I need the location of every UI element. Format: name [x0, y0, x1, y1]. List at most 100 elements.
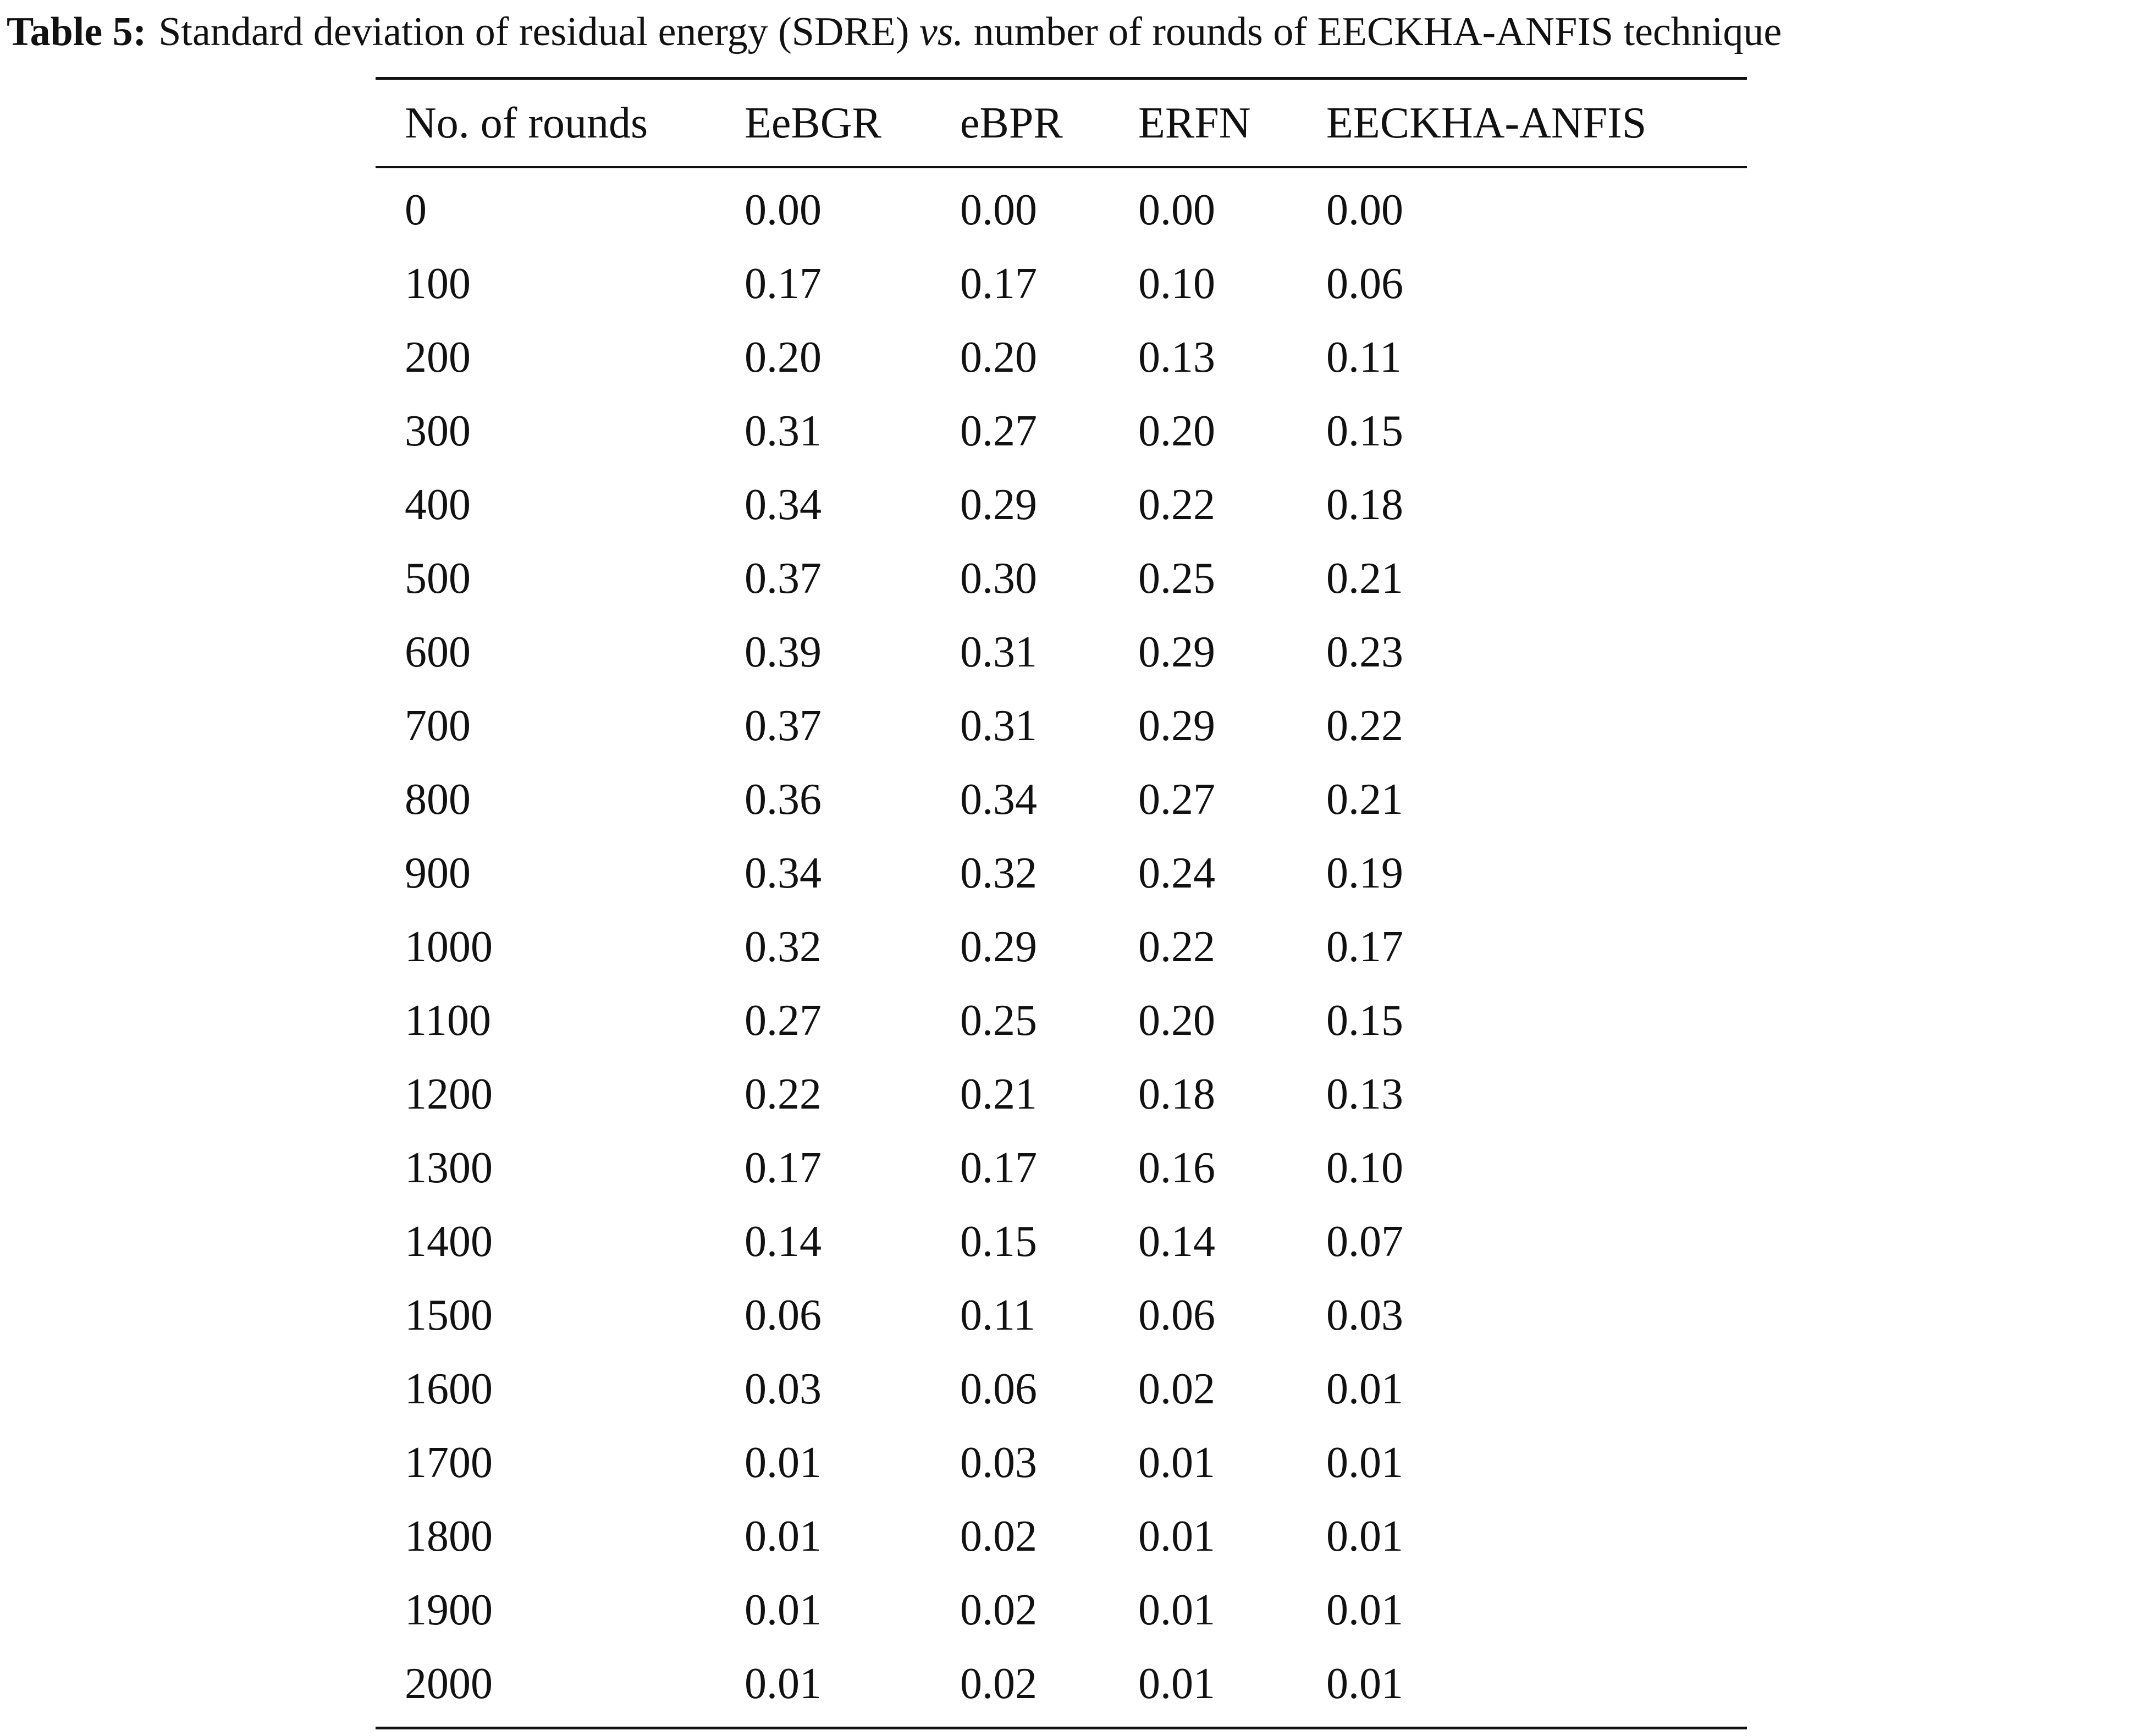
table-cell: 0.17	[745, 1144, 822, 1192]
table-cell: 0.06	[745, 1291, 822, 1340]
table-cell: 0.00	[745, 186, 822, 234]
table-cell: 0.25	[1138, 554, 1215, 603]
caption-italic: vs.	[919, 9, 964, 54]
table-cell: 2000	[405, 1660, 493, 1708]
table-cell: 0.22	[1326, 702, 1403, 750]
bottom-rule	[376, 1727, 1747, 1729]
caption-label: Table 5:	[7, 9, 147, 54]
table-cell: 0.22	[745, 1070, 822, 1118]
table-cell: 0.03	[745, 1365, 822, 1413]
table-cell: 0.17	[960, 260, 1037, 308]
table-cell: 1700	[405, 1439, 493, 1487]
table-cell: 0.30	[960, 554, 1037, 603]
table-cell: 0.34	[745, 481, 822, 529]
table-cell: 0.15	[960, 1217, 1037, 1266]
table-cell: 0.01	[1326, 1586, 1403, 1634]
table-cell: 500	[405, 554, 471, 603]
table-cell: 0.03	[1326, 1291, 1403, 1340]
header-cell: No. of rounds	[405, 99, 648, 147]
table-cell: 0.02	[960, 1660, 1037, 1708]
table-cell: 0.27	[960, 407, 1037, 455]
table-cell: 0.37	[745, 554, 822, 603]
table-cell: 1800	[405, 1512, 493, 1561]
table-cell: 0.29	[960, 923, 1037, 971]
table-cell: 0.01	[745, 1439, 822, 1487]
table-cell: 0.01	[1138, 1660, 1215, 1708]
table-cell: 1600	[405, 1365, 493, 1413]
table-cell: 0.11	[960, 1291, 1036, 1340]
table-cell: 0.13	[1326, 1070, 1403, 1118]
table-cell: 1300	[405, 1144, 493, 1192]
table-cell: 0.34	[745, 849, 822, 897]
header-rule	[376, 166, 1747, 168]
table-cell: 0.15	[1326, 407, 1403, 455]
table-cell: 0.01	[1138, 1586, 1215, 1634]
table-cell: 1400	[405, 1217, 493, 1266]
table-cell: 0.01	[1326, 1660, 1403, 1708]
table-cell: 0.20	[745, 333, 822, 382]
table-cell: 0.36	[745, 775, 822, 824]
table-cell: 0.24	[1138, 849, 1215, 897]
header-cell: ERFN	[1138, 99, 1251, 147]
header-cell: EeBGR	[745, 99, 881, 147]
table-cell: 0.19	[1326, 849, 1403, 897]
table-cell: 800	[405, 775, 471, 824]
table-cell: 0.17	[1326, 923, 1403, 971]
table-cell: 0.18	[1326, 481, 1403, 529]
table-cell: 0.01	[1326, 1512, 1403, 1561]
table-cell: 1100	[405, 996, 492, 1045]
table-cell: 0.37	[745, 702, 822, 750]
table-cell: 0.21	[1326, 554, 1403, 603]
table-cell: 0.02	[1138, 1365, 1215, 1413]
top-rule	[376, 77, 1747, 80]
table-cell: 0.01	[1326, 1365, 1403, 1413]
caption-text: Standard deviation of residual energy (S…	[158, 9, 909, 54]
table-cell: 0.31	[960, 628, 1037, 676]
table-cell: 0.27	[1138, 775, 1215, 824]
table-cell: 0.00	[1326, 186, 1403, 234]
table-cell: 0.27	[745, 996, 822, 1045]
table-cell: 0	[405, 186, 427, 234]
table-cell: 0.10	[1326, 1144, 1403, 1192]
table-cell: 0.15	[1326, 996, 1403, 1045]
table-cell: 0.01	[1138, 1512, 1215, 1561]
table-cell: 0.22	[1138, 481, 1215, 529]
table-cell: 0.20	[960, 333, 1037, 382]
table-cell: 0.20	[1138, 996, 1215, 1045]
table-cell: 0.21	[1326, 775, 1403, 824]
table-cell: 0.02	[960, 1586, 1037, 1634]
table-cell: 0.01	[1138, 1439, 1215, 1487]
caption-text: number of rounds of EECKHA-ANFIS techniq…	[973, 9, 1782, 54]
table-cell: 1500	[405, 1291, 493, 1340]
header-cell: EECKHA-ANFIS	[1326, 99, 1647, 147]
table-cell: 300	[405, 407, 471, 455]
table-cell: 400	[405, 481, 471, 529]
table-cell: 0.25	[960, 996, 1037, 1045]
table-cell: 0.32	[960, 849, 1037, 897]
table-cell: 0.14	[745, 1217, 822, 1266]
table-cell: 1000	[405, 923, 493, 971]
table-cell: 0.00	[1138, 186, 1215, 234]
table-cell: 0.23	[1326, 628, 1403, 676]
table-cell: 0.00	[960, 186, 1037, 234]
table-cell: 0.06	[960, 1365, 1037, 1413]
table-cell: 900	[405, 849, 471, 897]
table-cell: 0.21	[960, 1070, 1037, 1118]
table-cell: 700	[405, 702, 471, 750]
table-cell: 0.14	[1138, 1217, 1215, 1266]
table-cell: 0.34	[960, 775, 1037, 824]
table-cell: 600	[405, 628, 471, 676]
table-cell: 0.03	[960, 1439, 1037, 1487]
table-cell: 0.10	[1138, 260, 1215, 308]
table-cell: 0.02	[960, 1512, 1037, 1561]
table-cell: 200	[405, 333, 471, 382]
table-cell: 0.01	[745, 1586, 822, 1634]
table-cell: 0.16	[1138, 1144, 1215, 1192]
header-cell: eBPR	[960, 99, 1063, 147]
table-cell: 0.31	[960, 702, 1037, 750]
table-cell: 0.20	[1138, 407, 1215, 455]
table-cell: 0.31	[745, 407, 822, 455]
table-cell: 0.01	[745, 1660, 822, 1708]
table-cell: 0.01	[745, 1512, 822, 1561]
